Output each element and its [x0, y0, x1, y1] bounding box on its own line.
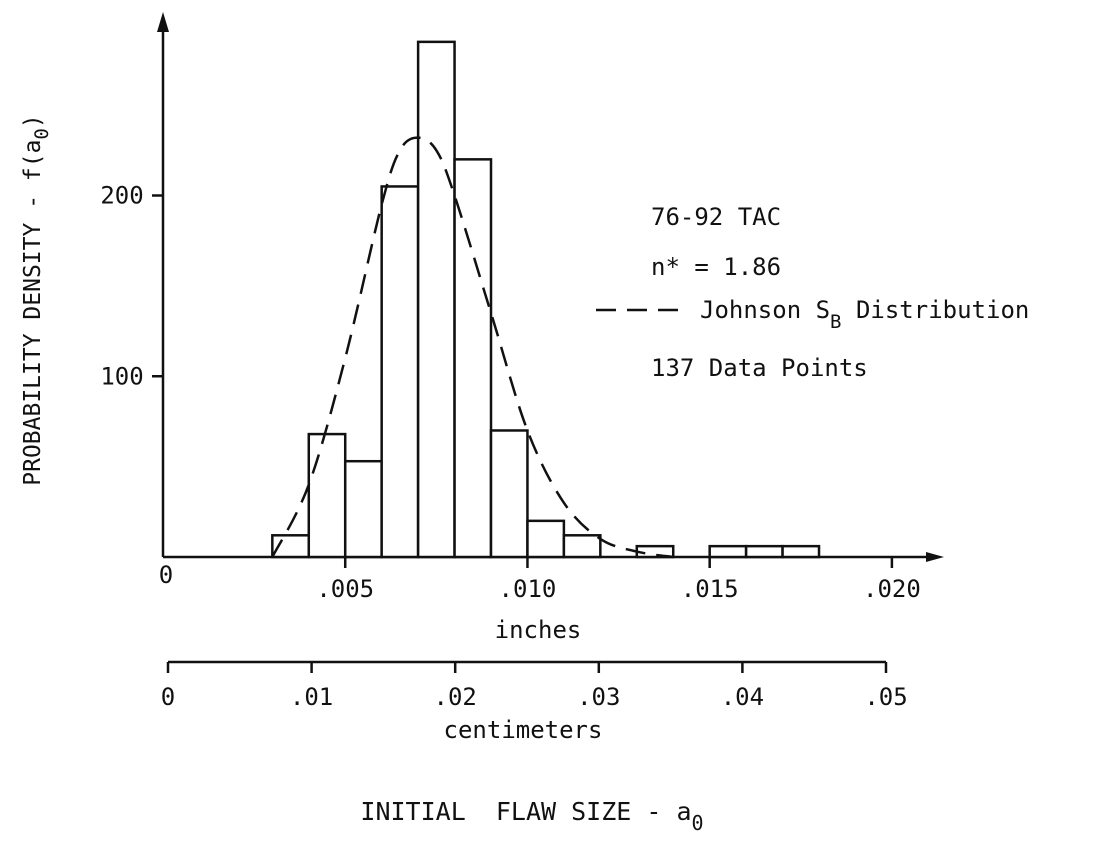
johnson-sb-curve — [271, 136, 674, 559]
legend-entry-subscript: B — [830, 311, 841, 333]
x-axis-arrow — [926, 552, 944, 562]
histogram-bar — [489, 429, 529, 559]
x-unit-centimeters: centimeters — [444, 716, 603, 744]
x-axis-title-text: INITIAL FLAW SIZE - a — [360, 797, 691, 826]
legend-entry: Johnson SB Distribution — [700, 296, 1029, 333]
x-tick-label-centimeters: .03 — [577, 683, 620, 711]
y-axis-title: PROBABILITY DENSITY - f(a0) — [20, 114, 53, 486]
legend-entry-text: Johnson S — [700, 296, 830, 324]
histogram-bar — [307, 432, 347, 559]
histogram-bar — [380, 185, 420, 559]
y-axis-ticks: 100 200 — [100, 182, 163, 390]
annotation-series-name: 76-92 TAC — [651, 203, 781, 231]
x-tick-label-centimeters: .02 — [434, 683, 477, 711]
x-axis-title: INITIAL FLAW SIZE - a0 — [360, 797, 703, 835]
y-axis-title-subscript: 0 — [31, 128, 53, 139]
x-tick-label-centimeters: 0 — [161, 683, 175, 711]
histogram-bar — [781, 544, 821, 559]
histogram-bar — [343, 459, 383, 559]
histogram-bar — [744, 544, 784, 559]
x-axis-title-subscript: 0 — [692, 811, 704, 835]
histogram-bars — [271, 40, 821, 559]
annotation-data-points: 137 Data Points — [651, 354, 868, 382]
histogram-bar — [708, 544, 748, 559]
x-unit-inches: inches — [495, 616, 582, 644]
x-tick-label-centimeters: .01 — [290, 683, 333, 711]
histogram-bar — [526, 519, 566, 559]
x-axis-ticks-inches: .005 .010 .015 .020 — [316, 557, 921, 603]
x-tick-label-inches: .015 — [681, 575, 739, 603]
histogram-bar — [453, 158, 493, 559]
x-tick-label-centimeters: .05 — [864, 683, 907, 711]
annotation-n-value: n* = 1.86 — [651, 253, 781, 281]
x-tick-label-inches: .010 — [499, 575, 557, 603]
x-tick-label-inches: .020 — [863, 575, 921, 603]
x-origin-label: 0 — [159, 561, 173, 589]
y-axis-arrow — [157, 12, 169, 32]
histogram-bar — [562, 534, 602, 559]
x-tick-label-inches: .005 — [316, 575, 374, 603]
legend-entry-tail: Distribution — [842, 296, 1030, 324]
y-tick-label: 100 — [100, 362, 143, 390]
histogram-bar — [416, 40, 456, 559]
x-axis-ticks-centimeters: 0 .01 .02 .03 .04 .05 — [161, 662, 908, 711]
y-tick-label: 200 — [100, 182, 143, 210]
y-axis-title-close: ) — [20, 114, 46, 128]
y-axis-title-text: PROBABILITY DENSITY - f(a — [20, 140, 46, 486]
x-tick-label-centimeters: .04 — [721, 683, 764, 711]
